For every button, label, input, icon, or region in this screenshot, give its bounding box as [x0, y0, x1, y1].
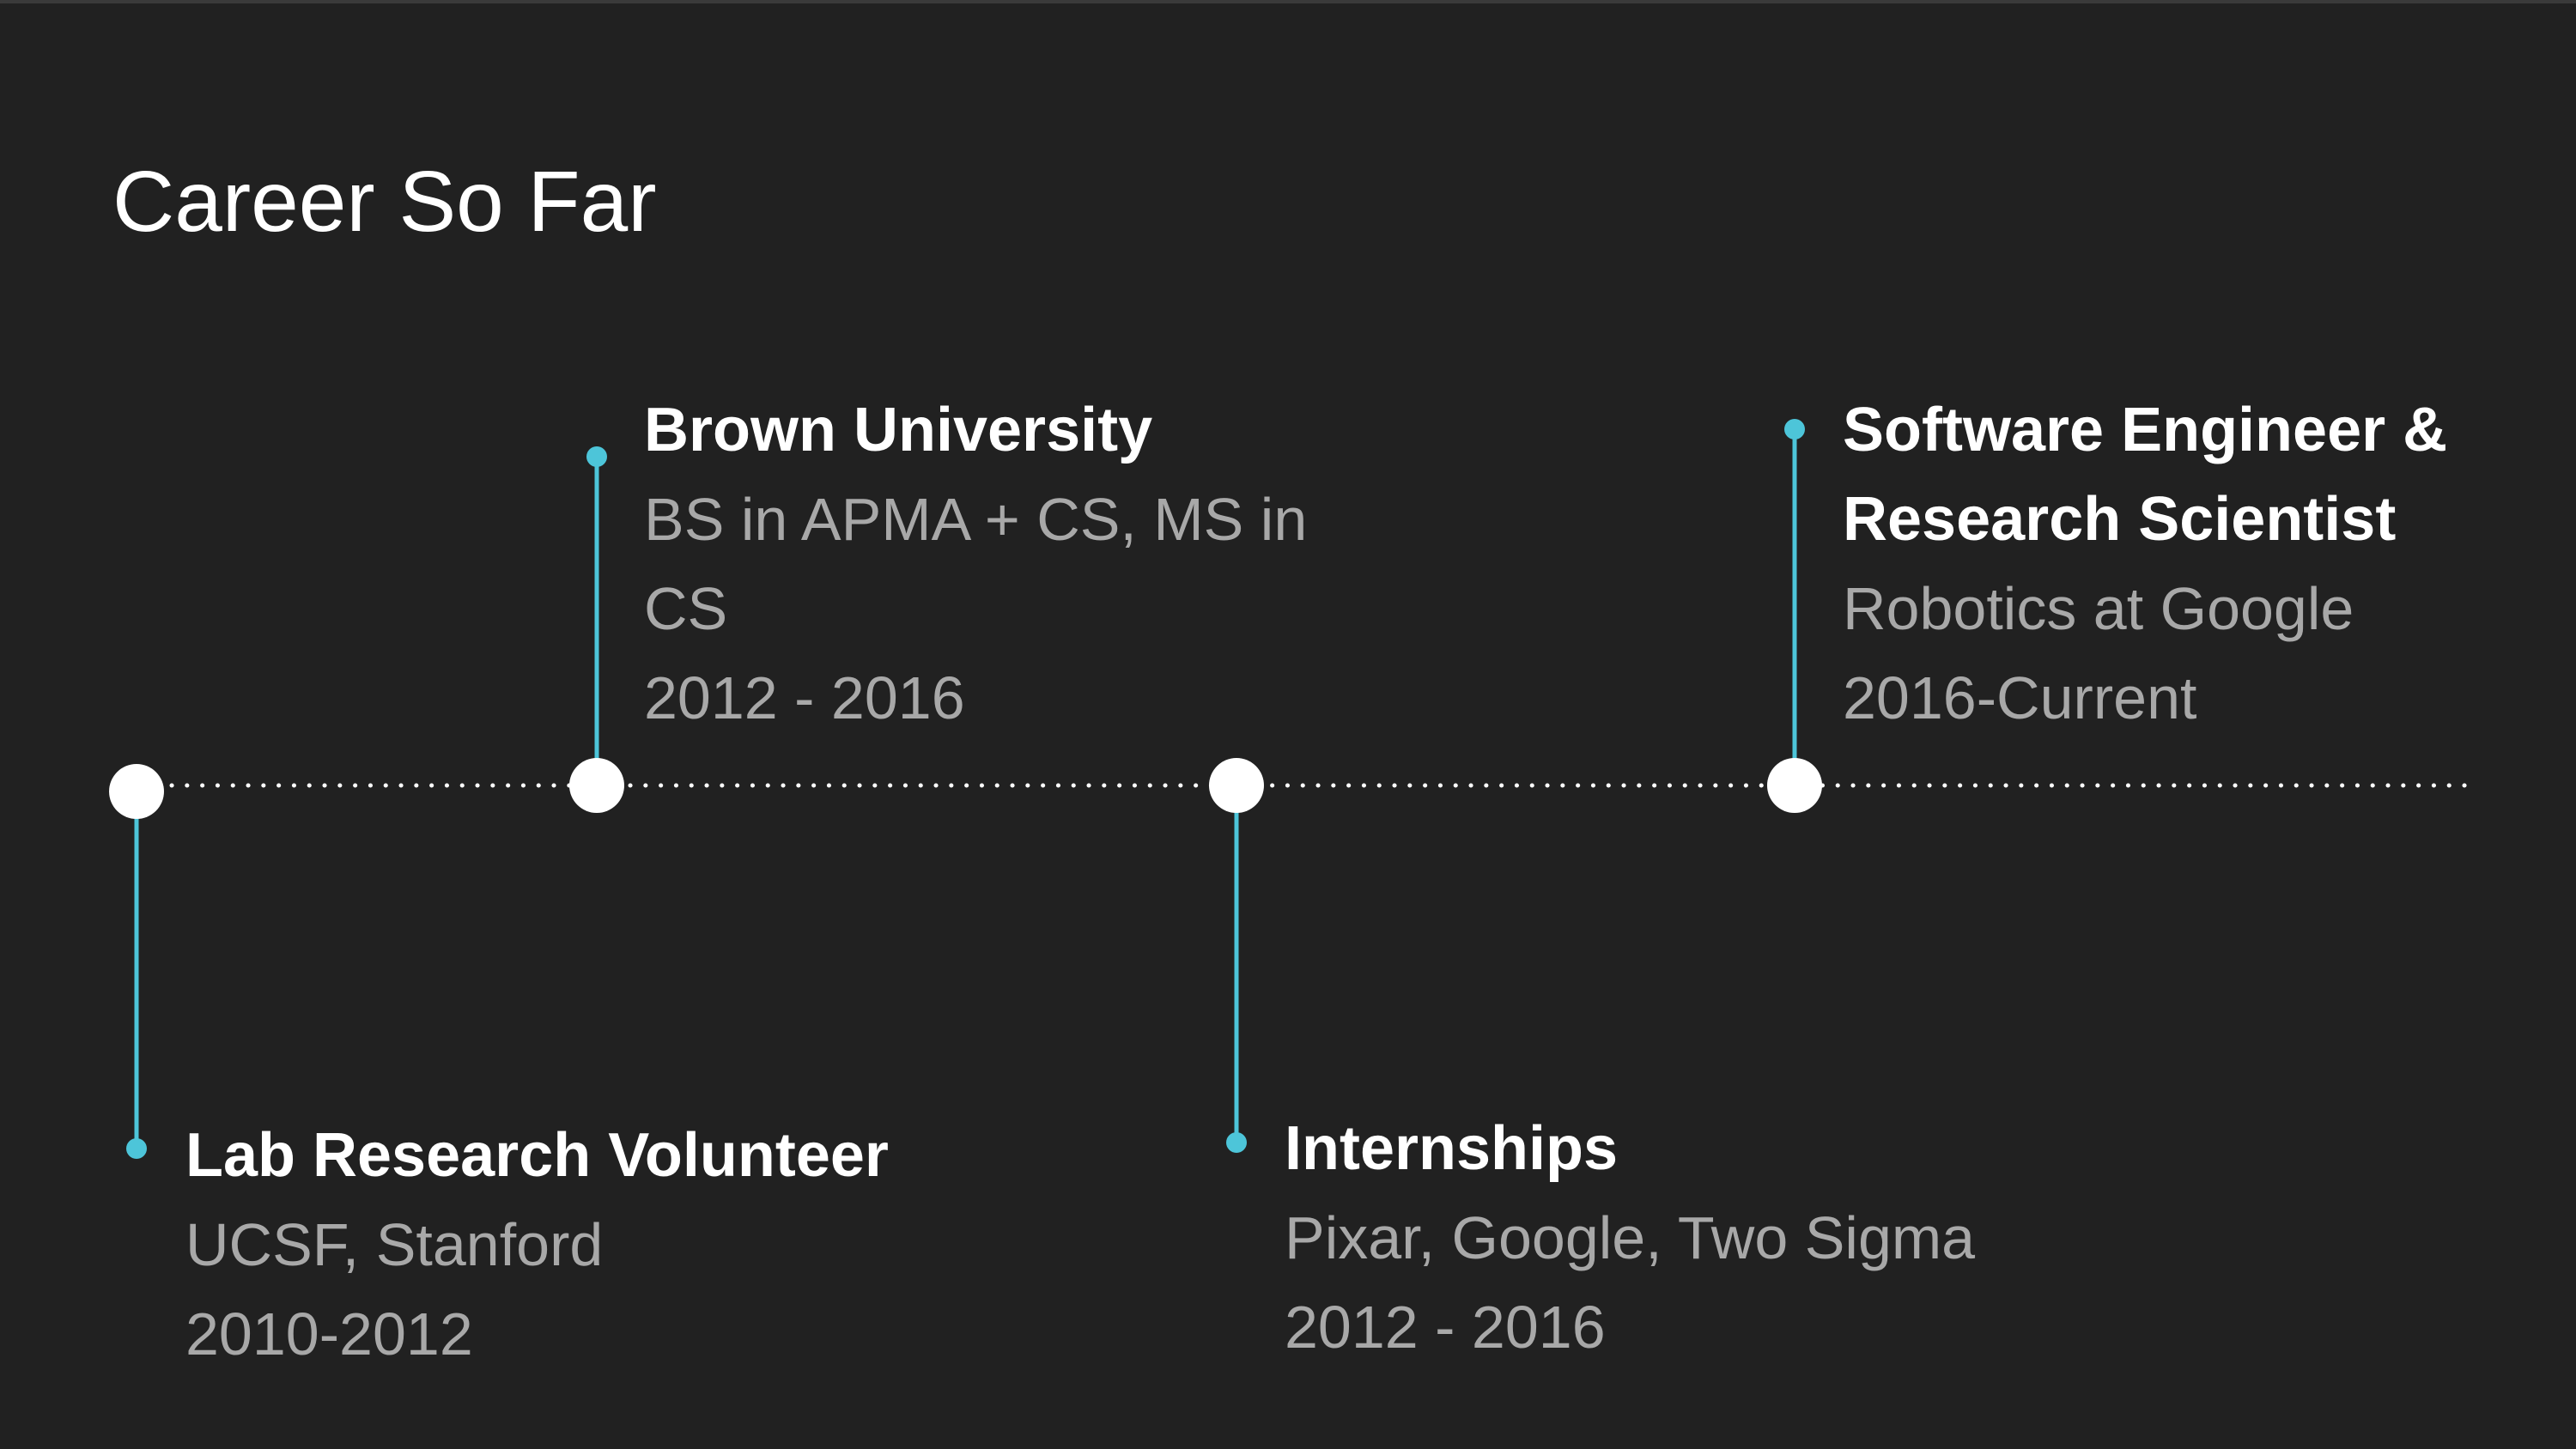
node-lab	[109, 764, 164, 819]
milestone-dates: 2012 - 2016	[644, 664, 965, 731]
milestone-intern: Internships Pixar, Google, Two Sigma 201…	[1285, 1104, 2143, 1372]
milestone-detail: Robotics at Google	[1843, 575, 2354, 642]
top-border	[0, 0, 2576, 3]
slide-title: Career So Far	[112, 154, 657, 250]
connector-end-lab	[126, 1138, 147, 1159]
connector-end-brown	[586, 446, 607, 467]
milestone-brown: Brown University BS in APMA + CS, MS in …	[644, 385, 1331, 743]
connector-end-intern	[1226, 1132, 1247, 1153]
milestone-detail: Pixar, Google, Two Sigma	[1285, 1204, 1976, 1271]
milestone-lab: Lab Research Volunteer UCSF, Stanford 20…	[185, 1111, 958, 1379]
milestone-dates: 2012 - 2016	[1285, 1294, 1606, 1361]
milestone-title: Software Engineer & Research Scientist	[1843, 396, 2448, 554]
connector-end-swe	[1784, 419, 1805, 440]
milestone-swe: Software Engineer & Research Scientist R…	[1843, 385, 2564, 743]
milestone-detail: UCSF, Stanford	[185, 1211, 604, 1278]
milestone-title: Internships	[1285, 1114, 1619, 1183]
node-swe	[1767, 758, 1822, 813]
node-intern	[1209, 758, 1264, 813]
milestone-title: Lab Research Volunteer	[185, 1121, 889, 1190]
milestone-title: Brown University	[644, 396, 1153, 464]
milestone-dates: 2010-2012	[185, 1300, 473, 1367]
milestone-dates: 2016-Current	[1843, 664, 2197, 731]
node-brown	[569, 758, 624, 813]
milestone-detail: BS in APMA + CS, MS in CS	[644, 486, 1308, 642]
